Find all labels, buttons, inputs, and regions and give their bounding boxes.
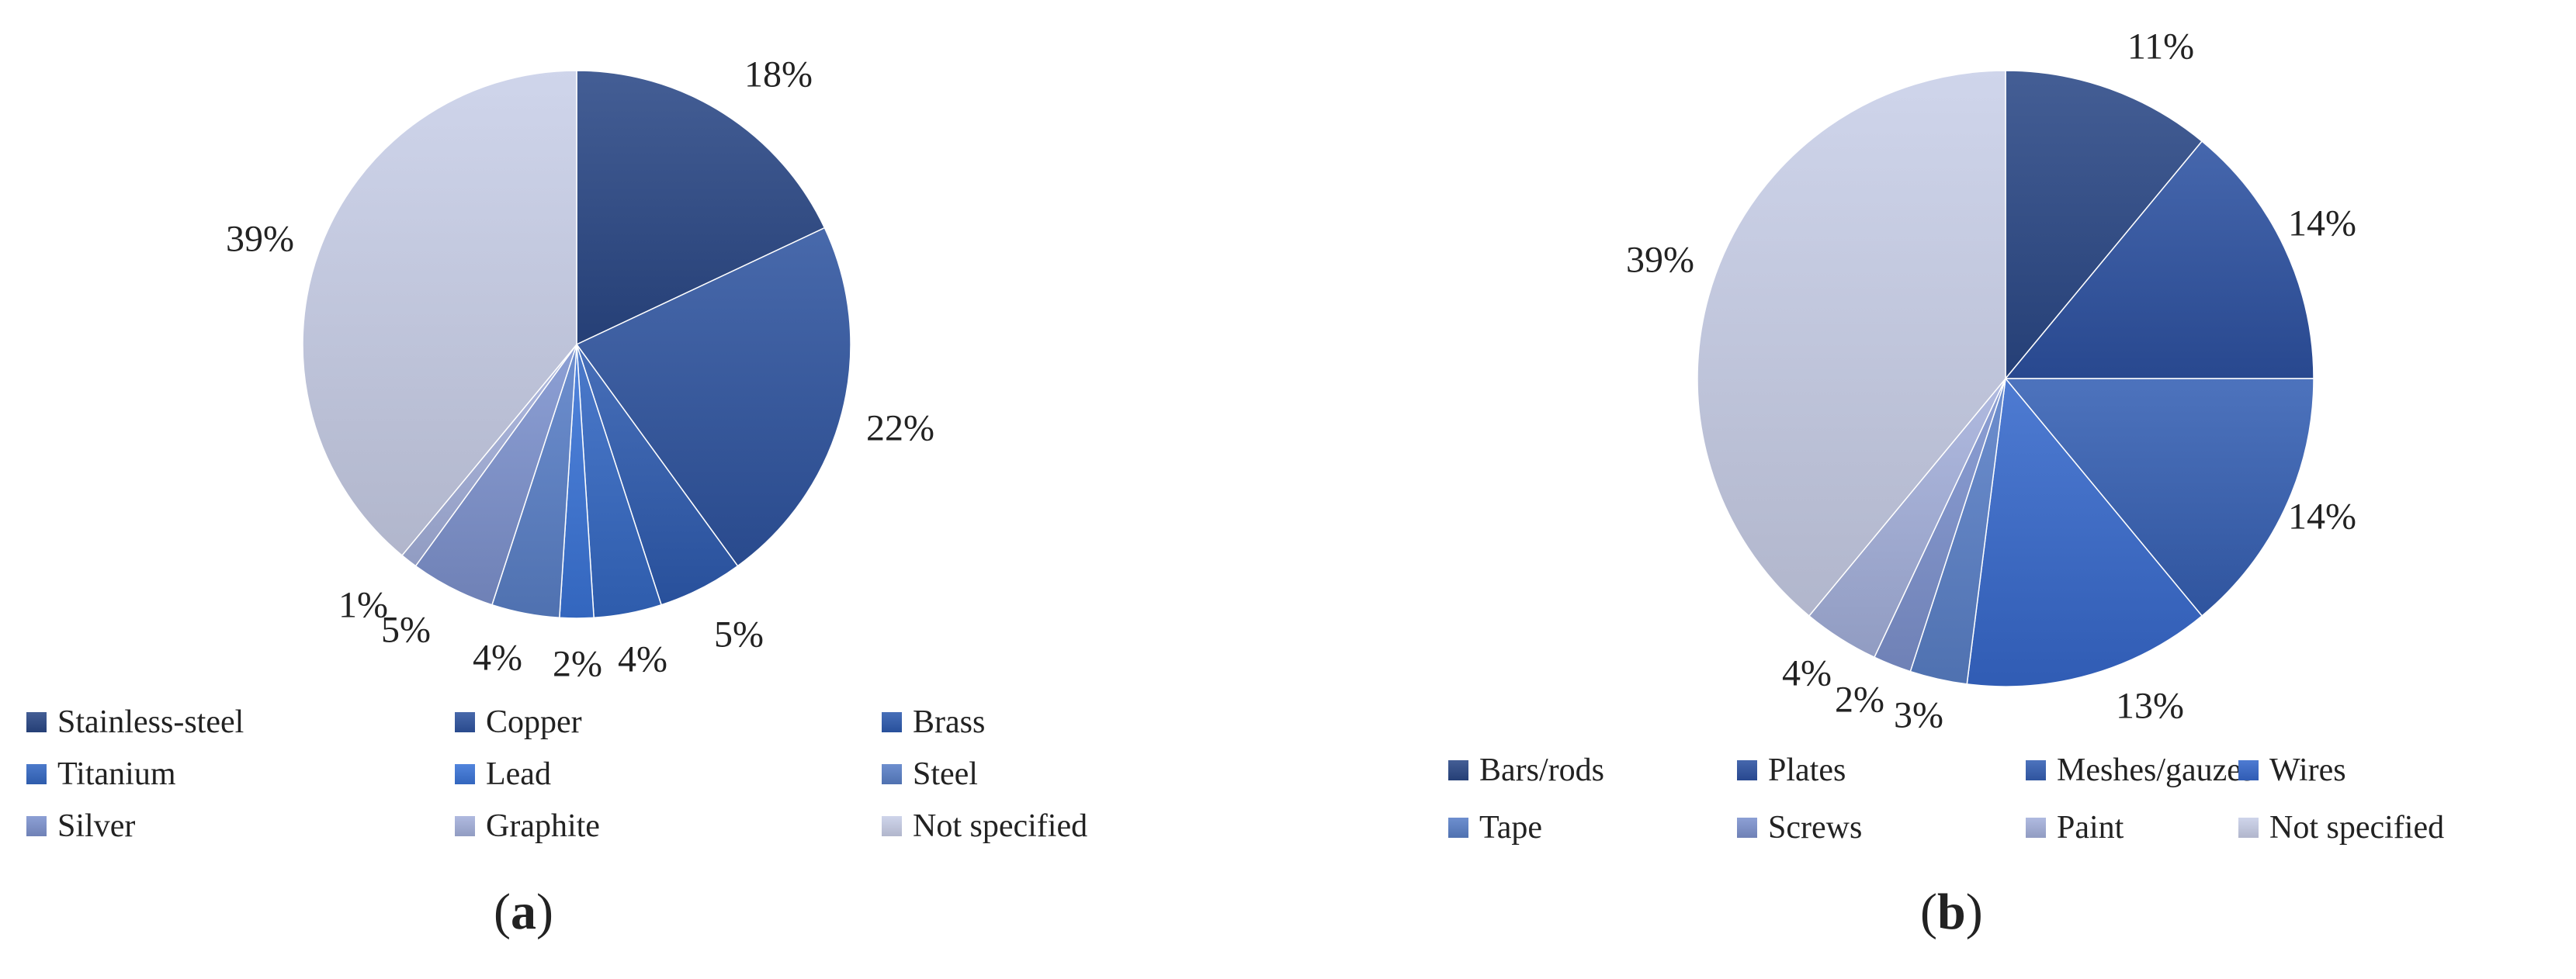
legend-label: Copper [486, 704, 582, 740]
pie-slice-not-specified [302, 70, 577, 557]
legend-item: Wires [2238, 754, 2346, 787]
legend-swatch [455, 712, 475, 732]
legend-item: Plates [1737, 754, 1846, 787]
legend-item: Paint [2026, 811, 2124, 844]
legend-item: Meshes/gauzes [2026, 754, 2254, 787]
slice-label: 4% [618, 639, 667, 680]
caption-a: (a) [494, 884, 553, 940]
legend-item: Graphite [455, 810, 600, 842]
chart-panel-b: 11% 14% 14% 13% 3% 2% 4% 39% Bars/rods Plates Mes… [1288, 0, 2576, 979]
legend-label: Plates [1768, 752, 1846, 788]
legend-swatch [455, 816, 475, 836]
legend-label: Paint [2057, 810, 2124, 846]
legend-swatch [882, 764, 902, 784]
legend-swatch [26, 764, 47, 784]
slice-label: 13% [2116, 686, 2184, 727]
legend-swatch [2238, 818, 2259, 838]
legend-label: Steel [913, 756, 978, 792]
legend-label: Not specified [913, 808, 1088, 844]
legend-label: Titanium [57, 756, 176, 792]
pie-slice-bars-rods [2005, 70, 2203, 381]
slice-label: 39% [1626, 240, 1694, 281]
slice-label: 14% [2288, 203, 2356, 244]
legend-item: Stainless-steel [26, 706, 244, 739]
legend-item: Lead [455, 758, 551, 790]
legend-item: Bars/rods [1448, 754, 1604, 787]
caption-b: (b) [1920, 884, 1983, 940]
legend-swatch [1448, 818, 1468, 838]
pie-slice-copper [575, 227, 851, 567]
slice-label: 1% [338, 585, 388, 626]
slice-label: 4% [473, 638, 522, 679]
legend-item: Screws [1737, 811, 1862, 844]
pie-chart-b: 11% 14% 14% 13% 3%2%4% 39% [1626, 26, 2356, 736]
legend-label: Silver [57, 808, 136, 844]
pie-slice-stainless-steel [576, 70, 826, 346]
slice-label: 4% [1782, 653, 1832, 694]
slice-label: 2% [553, 644, 602, 685]
legend-item: Brass [882, 706, 985, 739]
legend-swatch [2026, 818, 2046, 838]
legend-item: Not specified [2238, 811, 2444, 844]
slice-label: 18% [744, 54, 813, 95]
slice-label: 11% [2127, 26, 2194, 67]
legend-item: Steel [882, 758, 978, 790]
legend-swatch [26, 712, 47, 732]
legend-item: Copper [455, 706, 582, 739]
legend-label: Bars/rods [1479, 752, 1604, 788]
legend-swatch [882, 712, 902, 732]
slice-label: 3% [1894, 695, 1943, 736]
slice-label: 22% [866, 408, 934, 449]
slice-label: 39% [226, 219, 294, 260]
legend-label: Screws [1768, 810, 1863, 846]
legend-swatch [26, 816, 47, 836]
legend-label: Wires [2269, 752, 2346, 788]
legend-swatch [2026, 760, 2046, 780]
slice-label: 2% [1835, 680, 1884, 721]
legend-swatch [1448, 760, 1468, 780]
pie-slice-not-specified [1697, 70, 2006, 617]
slice-label: 5% [381, 610, 431, 651]
legend-item: Not specified [882, 810, 1087, 842]
legend-swatch [1737, 760, 1757, 780]
slice-label: 5% [714, 614, 764, 656]
legend-label: Lead [486, 756, 551, 792]
legend-label: Meshes/gauzes [2057, 752, 2255, 788]
legend-swatch [2238, 760, 2259, 780]
legend-label: Graphite [486, 808, 600, 844]
legend-label: Brass [913, 704, 986, 740]
legend-label: Not specified [2269, 810, 2445, 846]
legend-item: Tape [1448, 811, 1542, 844]
pie-chart-a: 18%22%5%4%2%4%5%1%39% [226, 54, 934, 685]
legend-swatch [1737, 818, 1757, 838]
pie-slice-plates [2004, 140, 2314, 379]
legend-item: Titanium [26, 758, 176, 790]
legend-label: Tape [1479, 810, 1543, 846]
legend-label: Stainless-steel [57, 704, 244, 740]
legend-swatch [882, 816, 902, 836]
pie-slice-wires [1966, 377, 2203, 687]
pie-slice-meshes-gauzes [2004, 378, 2314, 617]
legend-item: Silver [26, 810, 135, 842]
legend-swatch [455, 764, 475, 784]
slice-label: 14% [2288, 496, 2356, 538]
chart-panel-a: 18% 22% 5% 4% 2% 4% 5% 1% 39% Stainless-steel Cop… [26, 54, 1087, 940]
